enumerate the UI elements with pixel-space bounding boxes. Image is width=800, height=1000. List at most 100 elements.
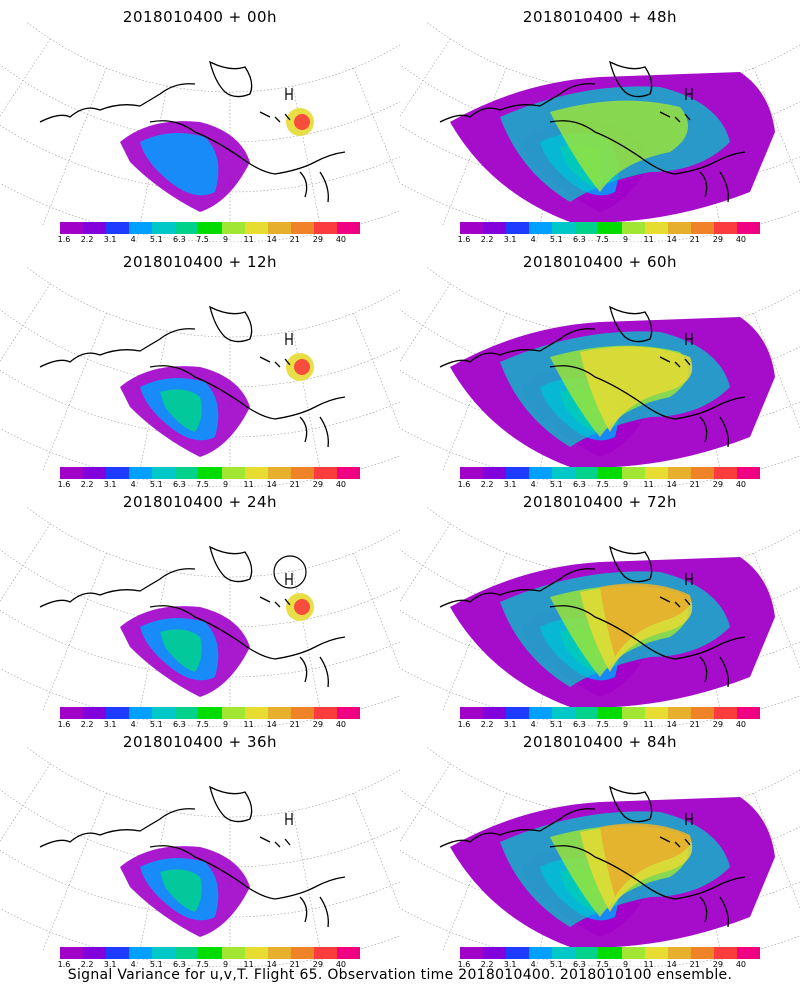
colorbar-tick-label: 6.3: [173, 480, 186, 489]
colorbar-segment: [83, 222, 107, 234]
colorbar-tick-label: 5.1: [549, 720, 563, 729]
colorbar-segment: [198, 947, 222, 959]
colorbar-tick-label: 7.5: [196, 960, 209, 969]
colorbar-segment: [506, 947, 530, 959]
colorbar-tick-label: 9: [622, 960, 629, 969]
colorbar-segment: [460, 467, 484, 479]
colorbar-segment: [336, 467, 361, 479]
colorbar-segment: [106, 222, 130, 234]
colorbar-segment: [267, 947, 291, 959]
colorbar-tick-label: 21: [289, 960, 300, 969]
colorbar: [460, 707, 761, 719]
colorbar-tick-label: 21: [289, 235, 300, 244]
colorbar-tick-label: 5.1: [549, 960, 563, 969]
colorbar-tick-label: 14: [666, 720, 677, 729]
colorbar-tick-label: 1.6: [457, 235, 471, 244]
colorbar-segment: [290, 707, 314, 719]
colorbar-tick-label: 29: [712, 480, 723, 489]
colorbar-segment: [198, 467, 222, 479]
colorbar-tick-label: 4: [130, 480, 136, 489]
colorbar-segment: [129, 222, 153, 234]
polar-map-icon: [400, 22, 800, 242]
high-pressure-marks: [685, 88, 693, 100]
colorbar-tick-label: 2.2: [80, 480, 94, 489]
polar-map-icon: [400, 507, 800, 727]
colorbar-tick-label: 29: [312, 720, 323, 729]
colorbar-segment: [175, 707, 199, 719]
colorbar-segment: [175, 947, 199, 959]
colorbar-segment: [175, 222, 199, 234]
colorbar-segment: [198, 222, 222, 234]
colorbar-segment: [290, 467, 314, 479]
coastlines: [439, 305, 746, 448]
panel-title: 2018010400 + 84h: [522, 733, 678, 751]
colorbar-segment: [129, 467, 153, 479]
colorbar-segment: [336, 707, 361, 719]
colorbar-tick-label: 5.1: [549, 480, 563, 489]
colorbar-tick-label: 2.2: [480, 235, 494, 244]
colorbar-tick-label: 2.2: [80, 720, 94, 729]
colorbar-tick-label: 14: [266, 235, 277, 244]
colorbar-segment: [690, 467, 714, 479]
colorbar-tick-label: 6.3: [573, 720, 586, 729]
colorbar-tick-label: 9: [222, 960, 229, 969]
colorbar-tick-label: 9: [622, 235, 629, 244]
colorbar-tick-label: 3.1: [103, 720, 117, 729]
colorbar-segment: [529, 222, 553, 234]
colorbar-segment: [152, 707, 176, 719]
panel-title: 2018010400 + 72h: [522, 493, 678, 511]
map-panel-p00: 2018010400 + 00h 1.6 2.2 3.1 4 5.1 6.3 7.5 9 11 14…: [0, 0, 400, 245]
colorbar-segment: [644, 222, 668, 234]
colorbar-tick-label: 21: [689, 480, 700, 489]
colorbar-segment: [575, 222, 599, 234]
colorbar-labels: 1.6 2.2 3.1 4 5.1 6.3 7.5 9 11 14 21 29 40: [58, 720, 360, 730]
colorbar-segment: [244, 947, 268, 959]
coastlines: [39, 60, 346, 203]
colorbar-tick-label: 5.1: [549, 235, 563, 244]
colorbar-segment: [644, 947, 668, 959]
high-pressure-marks: [285, 573, 293, 585]
colorbar-tick-label: 3.1: [103, 480, 117, 489]
colorbar-segment: [644, 467, 668, 479]
colorbar-segment: [483, 707, 507, 719]
colorbar-tick-label: 40: [735, 720, 747, 729]
colorbar-segment: [667, 947, 691, 959]
colorbar-tick-label: 5.1: [149, 960, 163, 969]
colorbar-segment: [106, 707, 130, 719]
colorbar-segment: [129, 947, 153, 959]
colorbar-tick-label: 29: [712, 960, 723, 969]
panel-title: 2018010400 + 12h: [122, 253, 278, 271]
map-panel-p72: 2018010400 + 72h 1.6 2.2 3.1 4 5.1 6.3 7.5 9 11 14…: [400, 485, 800, 730]
colorbar-tick-label: 1.6: [57, 480, 71, 489]
colorbar-tick-label: 1.6: [457, 960, 471, 969]
colorbar-tick-label: 14: [666, 480, 677, 489]
colorbar-tick-label: 2.2: [480, 960, 494, 969]
colorbar-segment: [267, 222, 291, 234]
colorbar-segment: [690, 707, 714, 719]
colorbar-segment: [506, 222, 530, 234]
colorbar-tick-label: 11: [243, 235, 254, 244]
colorbar-tick-label: 40: [335, 960, 347, 969]
colorbar-segment: [175, 467, 199, 479]
figure-caption: Signal Variance for u,v,T. Flight 65. Ob…: [67, 967, 733, 983]
colorbar-segment: [621, 467, 645, 479]
high-pressure-marks: [285, 88, 293, 100]
colorbar-tick-label: 21: [689, 960, 700, 969]
colorbar-segment: [106, 467, 130, 479]
colorbar-tick-label: 1.6: [457, 480, 471, 489]
high-pressure-marks: [285, 333, 293, 345]
colorbar-segment: [667, 707, 691, 719]
colorbar-segment: [106, 947, 130, 959]
high-pressure-marks: [685, 813, 693, 825]
colorbar-tick-label: 6.3: [173, 235, 186, 244]
map-panel-p12: 2018010400 + 12h 1.6 2.2 3.1 4 5.1 6.3 7.5 9 11 14…: [0, 245, 400, 490]
panel-title: 2018010400 + 24h: [122, 493, 278, 511]
colorbar-segment: [598, 947, 622, 959]
colorbar-tick-label: 1.6: [57, 235, 71, 244]
colorbar-tick-label: 11: [243, 720, 254, 729]
colorbar-tick-label: 3.1: [103, 235, 117, 244]
colorbar-segment: [129, 707, 153, 719]
polar-map-icon: [400, 747, 800, 967]
colorbar-tick-label: 3.1: [103, 960, 117, 969]
colorbar-segment: [529, 947, 553, 959]
